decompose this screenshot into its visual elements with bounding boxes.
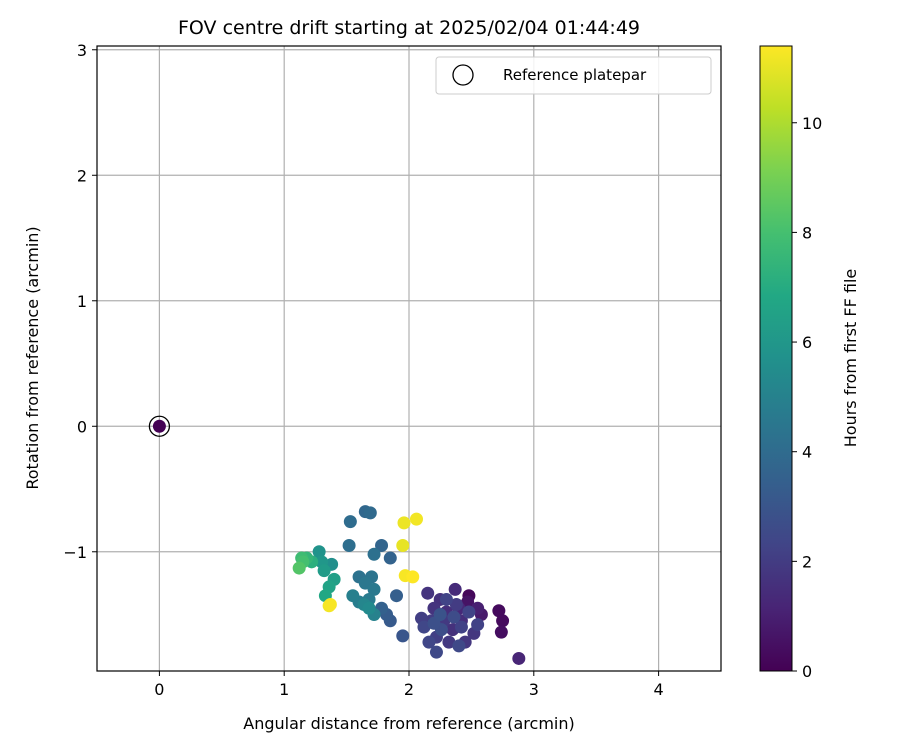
- x-tick-label: 3: [529, 680, 539, 699]
- reference-point: [152, 419, 166, 433]
- data-point: [396, 629, 410, 643]
- data-point: [323, 597, 337, 611]
- data-point: [383, 551, 397, 565]
- grid: [97, 46, 721, 671]
- data-point: [449, 597, 463, 611]
- data-point: [462, 605, 476, 619]
- data-point: [433, 608, 447, 622]
- colorbar-gradient: [759, 45, 793, 672]
- legend-marker: [452, 64, 474, 86]
- data-point: [447, 610, 461, 624]
- data-point: [396, 538, 410, 552]
- data-point: [390, 589, 404, 603]
- legend: Reference platepar: [435, 56, 712, 95]
- data-point: [442, 635, 456, 649]
- y-tick-label: 2: [77, 166, 87, 185]
- data-point: [363, 506, 377, 520]
- data-point: [406, 570, 420, 584]
- data-point: [492, 604, 506, 618]
- colorbar-tick-label: 2: [802, 552, 812, 571]
- data-point: [512, 651, 526, 665]
- data-point: [317, 564, 331, 578]
- colorbar-tick-label: 6: [802, 333, 812, 352]
- colorbar-ticks: 0 2 4 6 8 10: [792, 114, 822, 681]
- data-point: [343, 515, 357, 529]
- x-axis-label: Angular distance from reference (arcmin): [243, 714, 574, 733]
- y-tick-label: 3: [77, 41, 87, 60]
- x-tick-label: 4: [654, 680, 664, 699]
- data-point: [417, 620, 431, 634]
- y-tick-label: 1: [77, 292, 87, 311]
- data-point: [367, 582, 381, 596]
- data-point: [421, 586, 435, 600]
- data-point: [397, 516, 411, 530]
- colorbar-tick-label: 10: [802, 114, 822, 133]
- data-point: [362, 601, 376, 615]
- colorbar-tick-label: 0: [802, 662, 812, 681]
- legend-entry-label: Reference platepar: [503, 66, 647, 84]
- x-tick-label: 2: [404, 680, 414, 699]
- data-point: [439, 592, 453, 606]
- x-tick-label: 1: [279, 680, 289, 699]
- y-axis-label: Rotation from reference (arcmin): [23, 226, 42, 489]
- data-point: [448, 582, 462, 596]
- colorbar: 0 2 4 6 8 10 Hours from first FF file: [759, 45, 860, 681]
- x-tick-label: 0: [154, 680, 164, 699]
- colorbar-label: Hours from first FF file: [841, 269, 860, 448]
- data-point: [375, 538, 389, 552]
- data-point: [454, 620, 468, 634]
- data-point: [346, 589, 360, 603]
- chart-title: FOV centre drift starting at 2025/02/04 …: [178, 17, 640, 39]
- colorbar-tick-label: 4: [802, 443, 812, 462]
- data-point: [409, 512, 423, 526]
- legend-box: [435, 56, 712, 95]
- data-point: [312, 545, 326, 559]
- data-point: [367, 547, 381, 561]
- data-point: [429, 645, 443, 659]
- y-tick-label: −1: [63, 543, 87, 562]
- data-point: [422, 635, 436, 649]
- data-points: [148, 415, 526, 665]
- data-point: [471, 618, 485, 632]
- data-point: [292, 561, 306, 575]
- data-point: [496, 614, 510, 628]
- y-tick-label: 0: [77, 417, 87, 436]
- axis-ticks: 0 1 2 3 4 −1 0 1 2 3: [63, 41, 663, 699]
- data-point: [452, 639, 466, 653]
- data-point: [494, 625, 508, 639]
- reference-platepar-marker: [148, 415, 171, 437]
- data-point: [342, 538, 356, 552]
- colorbar-tick-label: 8: [802, 223, 812, 242]
